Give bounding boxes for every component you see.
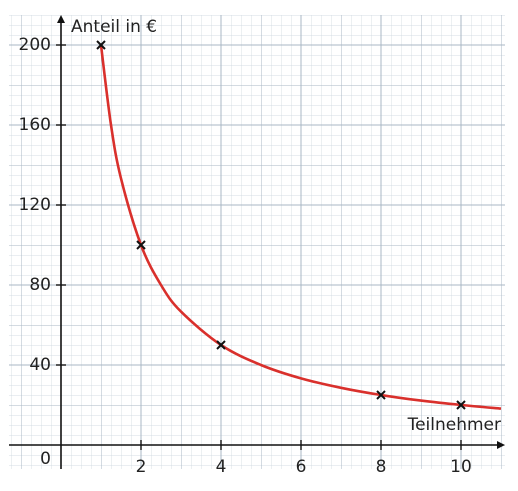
y-tick-label: 200 [19, 35, 51, 55]
x-axis-arrow [497, 441, 505, 449]
point-marker [216, 340, 226, 350]
x-tick-label: 6 [296, 457, 307, 477]
y-tick-label: 40 [29, 355, 51, 375]
point-marker [96, 40, 106, 50]
y-axis-arrow [57, 15, 65, 23]
x-tick-label: 2 [136, 457, 147, 477]
point-marker [376, 390, 386, 400]
y-tick-label: 160 [19, 115, 51, 135]
x-axis-label: Teilnehmer [407, 415, 501, 435]
x-tick-label: 4 [216, 457, 227, 477]
y-tick-label: 80 [29, 275, 51, 295]
major-grid [9, 15, 505, 469]
x-tick-label: 10 [450, 457, 472, 477]
y-tick-label: 120 [19, 195, 51, 215]
origin-label: 0 [40, 449, 51, 469]
point-marker [456, 400, 466, 410]
point-marker [136, 240, 146, 250]
curve [99, 44, 502, 410]
y-axis-label: Anteil in € [71, 17, 157, 37]
x-tick-label: 8 [376, 457, 387, 477]
